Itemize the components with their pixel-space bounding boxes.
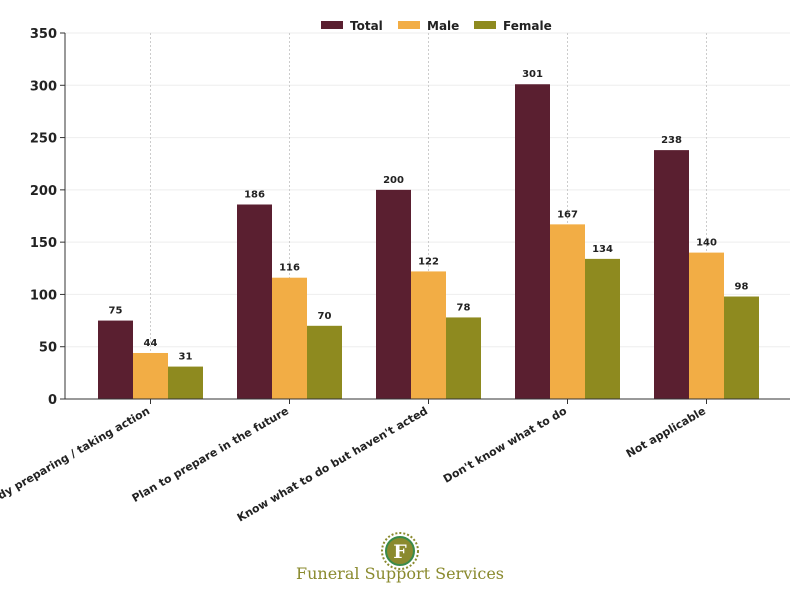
data-label: 301	[522, 69, 543, 80]
legend-label: Total	[350, 19, 383, 33]
bar-female	[724, 296, 759, 399]
data-label: 116	[279, 263, 300, 274]
data-label: 186	[244, 189, 265, 200]
y-tick-label: 50	[39, 341, 57, 356]
data-label: 140	[696, 238, 717, 249]
brand-name: Funeral Support Services	[296, 564, 504, 583]
data-label: 167	[557, 209, 578, 220]
data-label: 122	[418, 256, 439, 267]
bar-female	[168, 366, 203, 399]
x-tick-label: Already preparing / taking action	[0, 404, 152, 518]
y-tick-label: 150	[30, 236, 57, 251]
data-label: 200	[383, 175, 404, 186]
x-tick-label: Don't know what to do	[441, 404, 569, 486]
legend-swatch-total	[321, 21, 343, 29]
x-tick-label: Not applicable	[624, 404, 708, 460]
bar-male	[411, 271, 446, 399]
data-label: 78	[457, 302, 471, 313]
y-tick-label: 100	[30, 288, 57, 303]
data-label: 75	[109, 306, 123, 317]
bar-total	[515, 84, 550, 400]
legend-label: Female	[503, 19, 552, 33]
bar-total	[654, 150, 689, 399]
bar-total	[376, 189, 411, 399]
x-tick-label: Plan to prepare in the future	[130, 404, 291, 505]
data-label: 44	[144, 338, 158, 349]
data-label: 134	[592, 244, 613, 255]
y-tick-label: 250	[30, 132, 57, 147]
svg-text:F: F	[393, 541, 407, 563]
bar-female	[585, 258, 620, 399]
legend-swatch-male	[398, 21, 420, 29]
logo-emblem: F	[381, 532, 419, 570]
bar-male	[272, 277, 307, 399]
bar-female	[446, 317, 481, 399]
bar-male	[689, 252, 724, 399]
y-tick-label: 200	[30, 184, 57, 199]
y-tick-label: 0	[48, 393, 57, 408]
bar-female	[307, 325, 342, 399]
bar-chart: 0 50 100 150 200 250 300 350 75 44 31 Already prepa…	[0, 19, 790, 525]
legend-label: Male	[427, 19, 459, 33]
bar-male	[133, 352, 168, 399]
data-label: 98	[735, 282, 749, 293]
data-label: 238	[661, 135, 682, 146]
data-label: 31	[179, 352, 193, 363]
legend-swatch-female	[474, 21, 496, 29]
bar-total	[237, 204, 272, 399]
bar-total	[98, 320, 133, 399]
data-label: 70	[318, 311, 332, 322]
bar-male	[550, 224, 585, 399]
y-tick-label: 300	[30, 79, 57, 94]
y-tick-label: 350	[30, 27, 57, 42]
